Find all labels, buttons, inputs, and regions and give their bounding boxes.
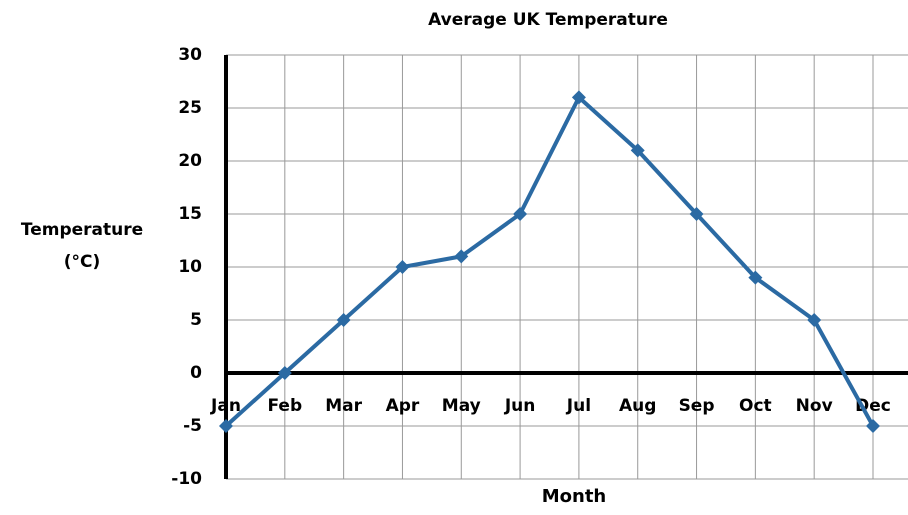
x-tick-label: Jun (504, 396, 536, 416)
marker (689, 207, 704, 221)
marker (866, 419, 880, 433)
y-tick-label: 30 (178, 45, 202, 65)
y-tick-label: 25 (178, 98, 202, 118)
x-tick-label: Mar (325, 396, 362, 416)
y-axis-label: Temperature (°C) (20, 220, 144, 272)
marker (748, 270, 763, 285)
y-tick-label: -10 (171, 469, 202, 489)
x-tick-label: Oct (739, 396, 772, 416)
marker (571, 90, 586, 105)
marker (336, 313, 351, 327)
marker (807, 313, 822, 327)
y-tick-label: 20 (178, 151, 202, 171)
marker (513, 207, 528, 221)
chart-title: Average UK Temperature (428, 10, 668, 30)
marker (454, 249, 469, 264)
marker (219, 419, 233, 433)
x-tick-label: Apr (386, 396, 420, 416)
x-tick-label: Jul (566, 396, 591, 416)
x-tick-label: Jan (210, 396, 241, 416)
line (224, 95, 875, 428)
x-tick-label: Aug (619, 396, 656, 416)
x-tick-label: Nov (796, 396, 833, 416)
marker (630, 143, 645, 158)
y-tick-label: 5 (190, 310, 202, 330)
marker (395, 260, 410, 274)
x-tick-label: May (442, 396, 481, 416)
x-tick-label: Sep (679, 396, 715, 416)
x-axis-label: Month (542, 486, 607, 507)
y-tick-label: -5 (183, 416, 202, 436)
y-tick-label: 10 (178, 257, 202, 277)
y-tick-label: 15 (178, 204, 202, 224)
x-tick-label: Feb (268, 396, 303, 416)
marker (277, 366, 292, 380)
y-tick-label: 0 (190, 363, 202, 383)
